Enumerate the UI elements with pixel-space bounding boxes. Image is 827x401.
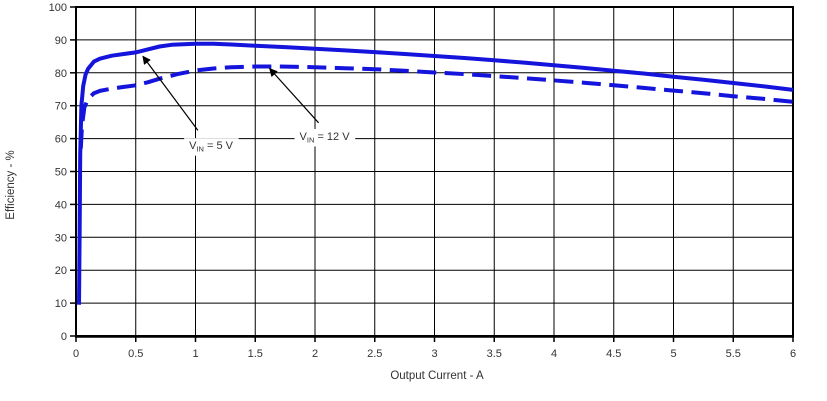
annotation-layer: VIN = 5 V VIN = 12 V bbox=[142, 55, 356, 156]
x-tick-label: 2.5 bbox=[367, 348, 382, 360]
x-tick-label: 4 bbox=[551, 348, 557, 360]
y-tick-label: 100 bbox=[49, 2, 67, 14]
x-tick-label: 1 bbox=[192, 348, 198, 360]
x-tick-label: 1.5 bbox=[248, 348, 263, 360]
y-tick-label: 20 bbox=[55, 265, 67, 277]
series-line-vin-5-v bbox=[77, 41, 794, 305]
y-tick-label: 70 bbox=[55, 101, 67, 113]
x-tick-label: 2 bbox=[312, 348, 318, 360]
x-axis-title: Output Current - A bbox=[390, 370, 484, 382]
x-tick-label: 0 bbox=[73, 348, 79, 360]
y-tick-label: 50 bbox=[55, 167, 67, 179]
series-line-vin-12-v bbox=[78, 64, 794, 149]
annotation-label-mask bbox=[184, 138, 239, 156]
annotation-label-vin-5-v: VIN = 5 V bbox=[189, 140, 234, 154]
y-tick-label: 90 bbox=[55, 35, 67, 47]
x-tick-label: 5.5 bbox=[726, 348, 741, 360]
x-tick-label: 4.5 bbox=[606, 348, 621, 360]
annotation-arrow-vin-12-v bbox=[269, 67, 320, 124]
grid-layer bbox=[76, 7, 793, 336]
annotation-arrow-vin-5-v bbox=[142, 55, 199, 131]
y-tick-label: 10 bbox=[55, 298, 67, 310]
y-tick-label: 60 bbox=[55, 134, 67, 146]
y-tick-label: 30 bbox=[55, 232, 67, 244]
annotation-label-vin-12-v: VIN = 12 V bbox=[300, 131, 351, 145]
x-tick-label: 6 bbox=[790, 348, 796, 360]
tick-layer: 0 0.5 1 1.5 2 2.5 3 3.5 4 4.5 5 5.5 6010203040506070… bbox=[49, 2, 796, 360]
y-axis-title: Efficiency - % bbox=[5, 150, 17, 219]
x-tick-label: 3 bbox=[431, 348, 437, 360]
x-tick-label: 3.5 bbox=[487, 348, 502, 360]
series-layer bbox=[77, 41, 794, 305]
x-tick-label: 0.5 bbox=[128, 348, 143, 360]
y-tick-label: 40 bbox=[55, 199, 67, 211]
y-tick-label: 0 bbox=[61, 331, 67, 343]
y-tick-label: 80 bbox=[55, 68, 67, 80]
plot-frame bbox=[75, 6, 794, 338]
annotation-label-mask bbox=[294, 128, 356, 147]
x-tick-label: 5 bbox=[670, 348, 676, 360]
